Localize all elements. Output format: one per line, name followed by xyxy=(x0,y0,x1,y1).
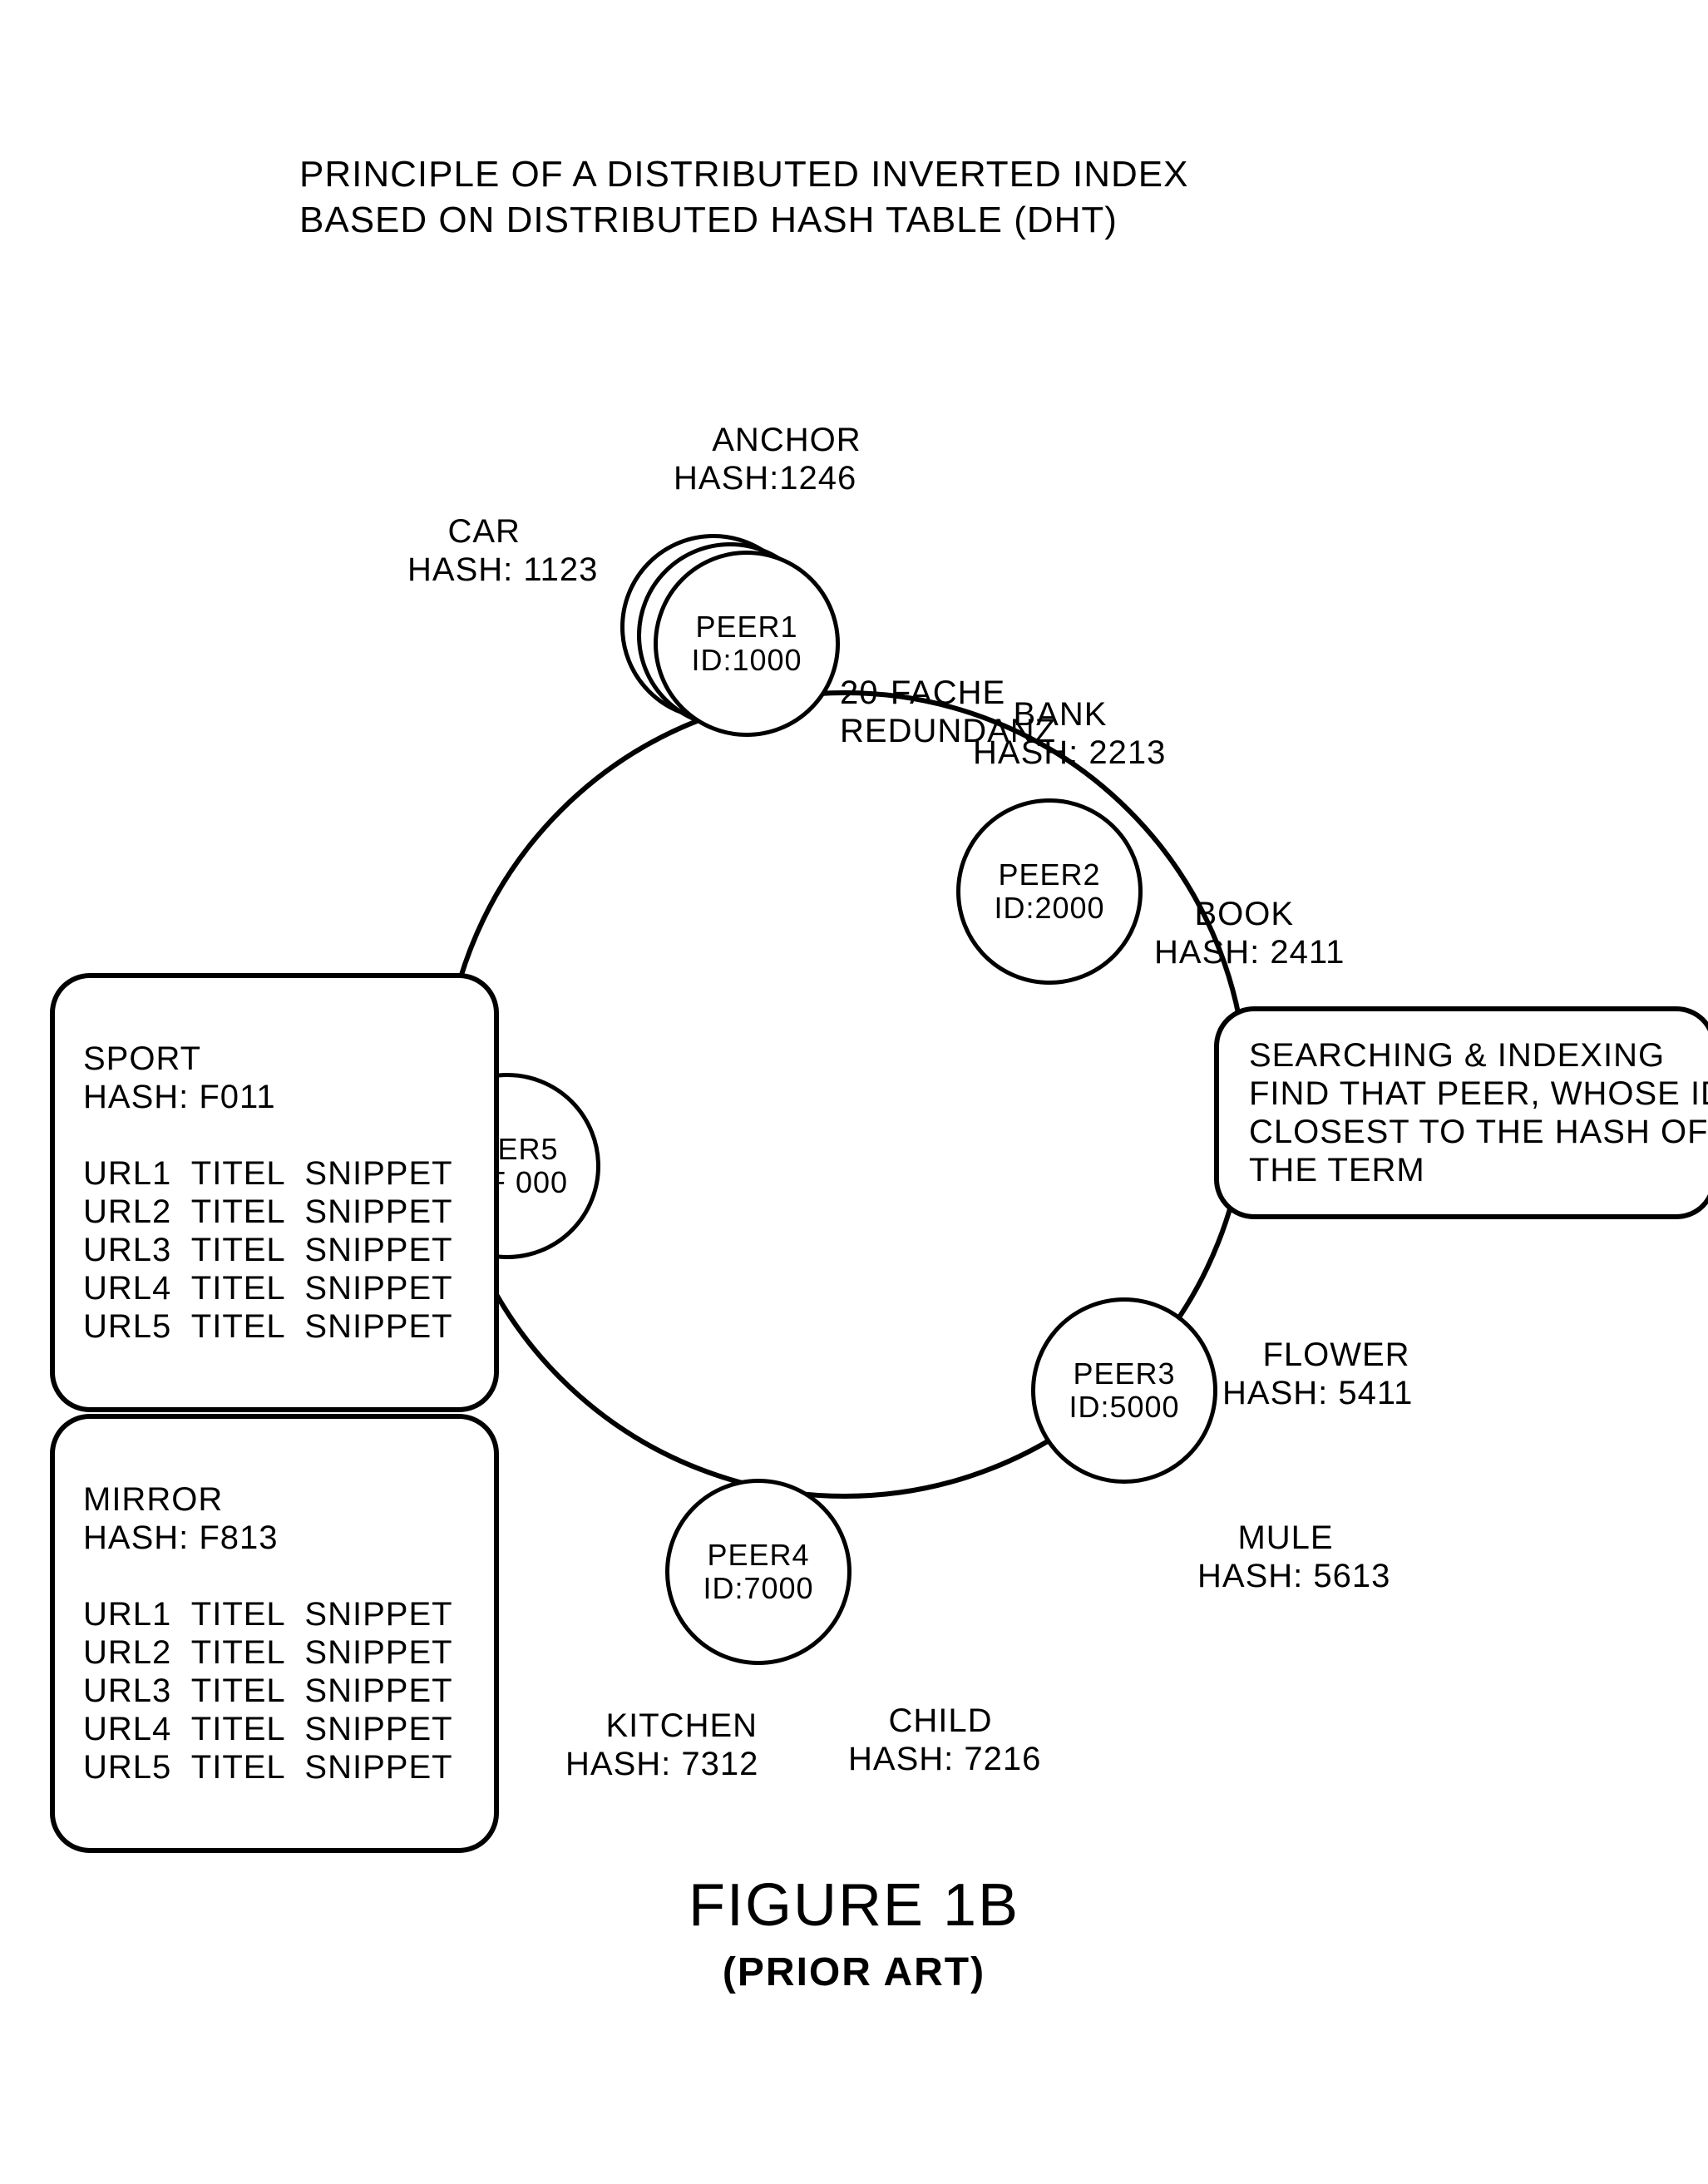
term-car-hash: HASH: 1123 xyxy=(407,551,598,588)
term-anchor: ANCHOR HASH:1246 xyxy=(674,383,861,536)
mirror-header1: MIRROR xyxy=(83,1481,223,1518)
sport-row5: URL5 TITEL SNIPPET xyxy=(83,1308,453,1345)
figure-caption: FIGURE 1B (PRIOR ART) xyxy=(0,1871,1708,1995)
sport-row1: URL1 TITEL SNIPPET xyxy=(83,1155,453,1192)
mirror-row1: URL1 TITEL SNIPPET xyxy=(83,1596,453,1633)
figure-caption-main: FIGURE 1B xyxy=(0,1871,1708,1939)
peer-node-peer1: PEER1 ID:1000 xyxy=(654,551,840,737)
mirror-row5: URL5 TITEL SNIPPET xyxy=(83,1749,453,1786)
term-book: BOOK HASH: 2411 xyxy=(1154,857,1345,1010)
mirror-row4: URL4 TITEL SNIPPET xyxy=(83,1711,453,1747)
peer-node-peer4: PEER4 ID:7000 xyxy=(665,1479,852,1665)
term-bank-label: BANK xyxy=(1013,696,1107,733)
term-anchor-hash: HASH:1246 xyxy=(674,460,856,497)
diagram-canvas: PRINCIPLE OF A DISTRIBUTED INVERTED INDE… xyxy=(0,0,1708,2184)
term-flower-label: FLOWER xyxy=(1262,1337,1409,1373)
peer4-name: PEER4 xyxy=(669,1539,847,1572)
mirror-row3: URL3 TITEL SNIPPET xyxy=(83,1673,453,1709)
search-explain-box: SEARCHING & INDEXING FIND THAT PEER, WHO… xyxy=(1214,1006,1708,1219)
mirror-header2: HASH: F813 xyxy=(83,1519,279,1556)
peer3-id: ID:5000 xyxy=(1035,1391,1213,1424)
term-car: CAR HASH: 1123 xyxy=(407,474,598,627)
term-mule-label: MULE xyxy=(1237,1519,1333,1556)
term-bank: BANK HASH: 2213 xyxy=(973,657,1166,810)
term-car-label: CAR xyxy=(447,513,520,550)
term-book-label: BOOK xyxy=(1194,896,1294,932)
sport-index-box: SPORT HASH: F011 URL1 TITEL SNIPPET URL2… xyxy=(50,973,499,1412)
mirror-row2: URL2 TITEL SNIPPET xyxy=(83,1634,453,1671)
peer4-id: ID:7000 xyxy=(669,1572,847,1605)
term-child-label: CHILD xyxy=(888,1702,992,1739)
peer1-name: PEER1 xyxy=(658,610,836,644)
term-mule-hash: HASH: 5613 xyxy=(1197,1558,1390,1594)
peer3-name: PEER3 xyxy=(1035,1357,1213,1391)
peer2-id: ID:2000 xyxy=(960,892,1138,925)
term-bank-hash: HASH: 2213 xyxy=(973,734,1166,771)
peer-node-peer3: PEER3 ID:5000 xyxy=(1031,1297,1217,1484)
sport-header2: HASH: F011 xyxy=(83,1079,276,1115)
peer-node-peer2: PEER2 ID:2000 xyxy=(956,798,1143,985)
sport-row2: URL2 TITEL SNIPPET xyxy=(83,1193,453,1230)
term-kitchen-label: KITCHEN xyxy=(605,1707,758,1744)
sport-row3: URL3 TITEL SNIPPET xyxy=(83,1232,453,1268)
term-child: CHILD HASH: 7216 xyxy=(848,1663,1041,1816)
figure-caption-sub: (PRIOR ART) xyxy=(0,1949,1708,1995)
diagram-title-line1: PRINCIPLE OF A DISTRIBUTED INVERTED INDE… xyxy=(299,154,1189,195)
sport-row4: URL4 TITEL SNIPPET xyxy=(83,1270,453,1307)
sport-header1: SPORT xyxy=(83,1040,201,1077)
term-child-hash: HASH: 7216 xyxy=(848,1741,1041,1777)
term-flower-hash: HASH: 5411 xyxy=(1222,1375,1413,1411)
term-kitchen: KITCHEN HASH: 7312 xyxy=(565,1668,758,1821)
term-book-hash: HASH: 2411 xyxy=(1154,934,1345,971)
term-mule: MULE HASH: 5613 xyxy=(1197,1480,1390,1633)
diagram-title-line2: BASED ON DISTRIBUTED HASH TABLE (DHT) xyxy=(299,200,1118,241)
term-flower: FLOWER HASH: 5411 xyxy=(1222,1297,1413,1450)
mirror-index-box: MIRROR HASH: F813 URL1 TITEL SNIPPET URL… xyxy=(50,1414,499,1853)
term-kitchen-hash: HASH: 7312 xyxy=(565,1746,758,1782)
peer1-id: ID:1000 xyxy=(658,644,836,677)
term-anchor-label: ANCHOR xyxy=(712,422,861,458)
peer2-name: PEER2 xyxy=(960,858,1138,892)
